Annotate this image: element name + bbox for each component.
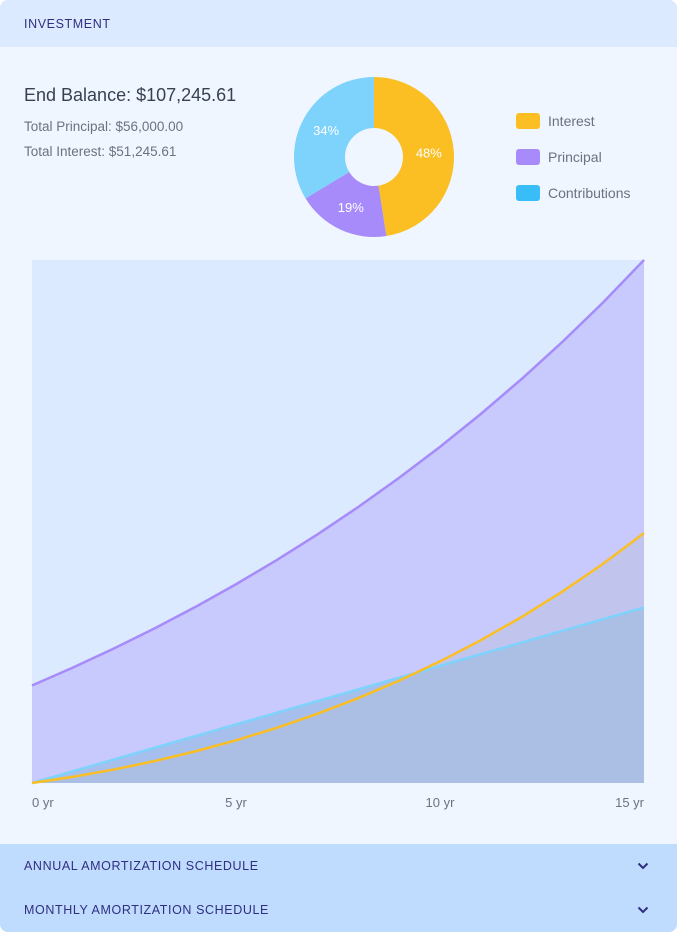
legend-item-contributions[interactable]: Contributions bbox=[516, 184, 631, 202]
legend-label: Interest bbox=[548, 113, 595, 129]
principal-swatch bbox=[516, 149, 540, 165]
annual-schedule-accordion[interactable]: ANNUAL AMORTIZATION SCHEDULE bbox=[0, 844, 677, 888]
pie-slice-principal[interactable] bbox=[305, 172, 387, 237]
line-interest bbox=[31, 532, 645, 785]
balance-area-chart: 0 yr 5 yr 10 yr 15 yr bbox=[31, 259, 645, 810]
legend-item-principal[interactable]: Principal bbox=[516, 148, 631, 166]
interest-swatch bbox=[516, 113, 540, 129]
contributions-swatch bbox=[516, 185, 540, 201]
legend-item-interest[interactable]: Interest bbox=[516, 112, 631, 130]
total-principal: Total Principal: $56,000.00 bbox=[24, 119, 184, 134]
chevron-down-icon bbox=[637, 862, 649, 870]
legend-label: Contributions bbox=[548, 185, 631, 201]
summary: End Balance: $107,245.61 Total Principal… bbox=[24, 85, 236, 159]
pie-label: 48% bbox=[416, 146, 442, 161]
total-interest: Total Interest: $51,245.61 bbox=[24, 144, 177, 159]
accordion-label: MONTHLY AMORTIZATION SCHEDULE bbox=[24, 903, 269, 917]
end-balance: End Balance: $107,245.61 bbox=[24, 85, 237, 105]
pie-slice-contributions[interactable] bbox=[294, 77, 374, 199]
x-tick-label: 5 yr bbox=[225, 795, 247, 810]
line-contributions bbox=[31, 606, 645, 785]
legend: Interest Principal Contributions bbox=[516, 112, 631, 220]
accordion-label: ANNUAL AMORTIZATION SCHEDULE bbox=[24, 859, 259, 873]
pie-label: 19% bbox=[338, 200, 364, 215]
area-interest bbox=[32, 533, 644, 783]
chevron-down-icon bbox=[637, 906, 649, 914]
pie-slice-interest[interactable] bbox=[374, 77, 455, 237]
line-balance bbox=[31, 259, 645, 687]
monthly-schedule-accordion[interactable]: MONTHLY AMORTIZATION SCHEDULE bbox=[0, 888, 677, 932]
section-title: INVESTMENT bbox=[24, 16, 111, 31]
donut-chart: 48% 19% 34% bbox=[294, 77, 455, 237]
pie-label: 34% bbox=[313, 123, 339, 138]
section-header: INVESTMENT bbox=[0, 0, 677, 47]
x-tick-label: 10 yr bbox=[426, 795, 456, 810]
legend-label: Principal bbox=[548, 149, 602, 165]
x-tick-label: 15 yr bbox=[615, 795, 645, 810]
x-tick-label: 0 yr bbox=[32, 795, 54, 810]
